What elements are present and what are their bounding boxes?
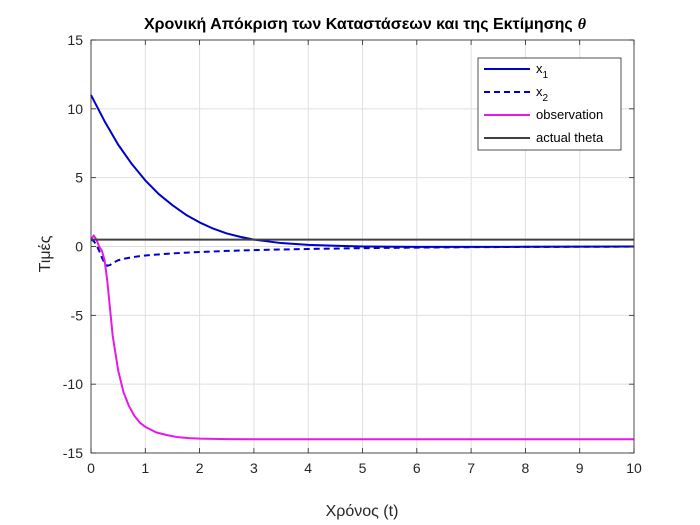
x-tick-label: 5: [359, 460, 367, 476]
x-tick-label: 1: [141, 460, 149, 476]
series-lines: [90, 94, 635, 441]
y-tick-label: -10: [63, 376, 83, 392]
x-tick-label: 3: [250, 460, 258, 476]
legend-box: [477, 57, 622, 151]
y-tick-label: 0: [75, 239, 83, 255]
x-tick-label: 8: [522, 460, 530, 476]
y-tick-label: 5: [75, 170, 83, 186]
y-tick-label: 10: [67, 101, 83, 117]
x-tick-label: 7: [467, 460, 475, 476]
legend-entry-3: observation: [536, 107, 603, 122]
y-tick-label: 15: [67, 32, 83, 48]
y-tick-label: -15: [63, 445, 83, 461]
chart-title-text: Χρονική Απόκριση των Καταστάσεων και της…: [144, 16, 573, 33]
y-tick-label: -5: [71, 307, 84, 323]
x-tick-label: 6: [413, 460, 421, 476]
x-tick-label: 2: [196, 460, 204, 476]
legend-entry-1: x1: [536, 61, 549, 81]
legend-entry-2: x2: [536, 84, 549, 104]
x-tick-label: 4: [304, 460, 312, 476]
legend: x1 x2 observation actual theta: [477, 57, 622, 151]
x-tick-label: 10: [626, 460, 642, 476]
x-tick-label: 0: [87, 460, 95, 476]
series-line-3: [90, 234, 634, 441]
axis-ticks: [90, 39, 635, 454]
chart-title: Χρονική Απόκριση των Καταστάσεων και της…: [144, 16, 587, 33]
tick-labels: 0 1 2 3 4 5 6 7 8 9 10 -15 -10 -5 0 5 10 15: [63, 32, 642, 476]
series-line-2: [90, 238, 635, 267]
x-tick-label: 9: [576, 460, 584, 476]
y-axis-label: Τιμές: [37, 235, 54, 272]
legend-entry-4: actual theta: [536, 130, 604, 145]
x-axis-label: Χρόνος (t): [326, 503, 399, 520]
chart-title-symbol: θ: [578, 16, 587, 33]
